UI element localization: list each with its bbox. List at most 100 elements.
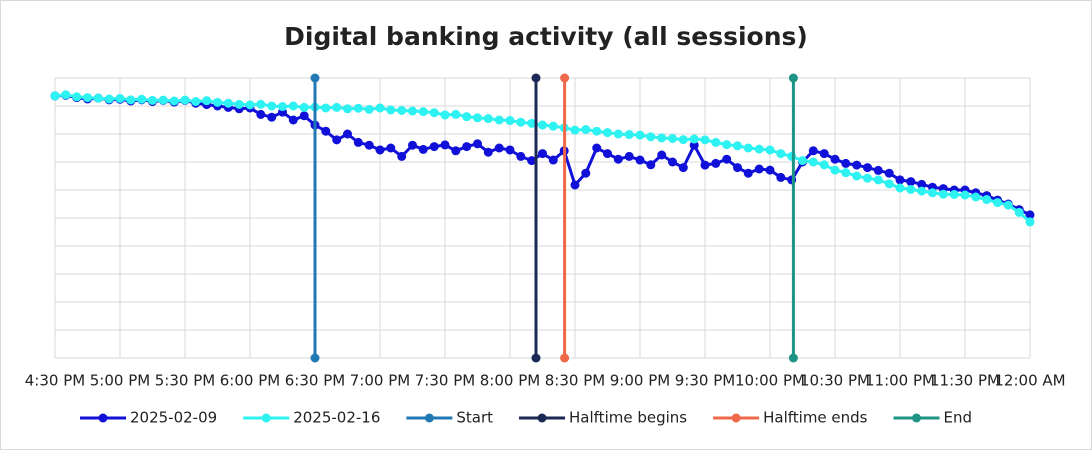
data-point [613, 154, 623, 164]
data-point [213, 97, 222, 107]
data-point [754, 144, 764, 154]
data-point [256, 109, 266, 119]
data-point [169, 96, 179, 106]
data-point [917, 186, 927, 196]
data-point [191, 97, 201, 107]
data-point [256, 99, 266, 109]
data-point [267, 101, 277, 111]
data-point [473, 139, 482, 149]
data-point [527, 118, 537, 128]
data-point [765, 165, 775, 175]
x-tick-label: 5:00 PM [90, 372, 150, 390]
x-tick-label: 11:00 PM [865, 372, 935, 390]
legend-swatch-marker [912, 413, 921, 423]
data-point [765, 145, 775, 155]
data-point [700, 135, 710, 145]
data-point [451, 146, 461, 156]
x-tick-label: 10:00 PM [735, 372, 805, 390]
legend-label: End [944, 409, 973, 427]
data-point [624, 151, 634, 161]
data-point [83, 93, 92, 103]
data-point [353, 137, 363, 147]
data-point [343, 129, 352, 139]
data-point [538, 149, 547, 159]
data-point [310, 353, 320, 363]
data-point [299, 102, 309, 112]
data-point [733, 141, 742, 151]
data-point [852, 171, 862, 181]
legend-label: 2025-02-16 [293, 409, 380, 427]
data-point [798, 156, 807, 166]
data-point [353, 103, 363, 113]
data-point [830, 154, 840, 164]
data-point [72, 92, 82, 102]
data-point [527, 156, 537, 166]
data-point [678, 135, 688, 145]
data-point [776, 172, 786, 182]
data-point [440, 110, 450, 120]
data-point [938, 189, 948, 199]
data-point [332, 102, 342, 112]
data-point [884, 168, 894, 178]
x-tick-label: 6:30 PM [285, 372, 345, 390]
data-point [743, 168, 753, 178]
data-point [548, 121, 558, 131]
data-point [505, 145, 515, 155]
legend-label: Start [456, 409, 493, 427]
x-tick-label: 9:30 PM [675, 372, 735, 390]
data-point [982, 195, 992, 205]
data-point [689, 140, 699, 150]
data-point [603, 149, 612, 159]
data-point [61, 90, 71, 100]
chart-title: Digital banking activity (all sessions) [284, 22, 808, 51]
plot-area [50, 73, 1035, 363]
x-tick-label: 8:30 PM [545, 372, 605, 390]
x-tick-label: 12:00 AM [994, 372, 1065, 390]
data-point [516, 117, 526, 127]
data-point [581, 125, 591, 135]
legend-label: Halftime begins [569, 409, 687, 427]
legend-swatch-marker [731, 413, 741, 423]
legend-swatch-marker [537, 413, 547, 423]
data-point [873, 165, 883, 175]
data-point [332, 135, 342, 145]
data-point [310, 73, 320, 83]
data-point [841, 168, 851, 178]
data-point [852, 160, 862, 170]
data-point [646, 160, 656, 170]
data-point [841, 158, 851, 168]
data-point [288, 101, 298, 111]
data-point [321, 103, 331, 113]
x-tick-label: 4:30 PM [25, 372, 85, 390]
data-point [418, 144, 428, 154]
x-tick-label: 7:30 PM [415, 372, 475, 390]
data-point [560, 73, 570, 83]
data-point [531, 73, 541, 83]
data-point [895, 183, 905, 193]
data-point [494, 115, 504, 125]
data-point [819, 149, 829, 159]
data-point [321, 126, 331, 136]
data-point [1003, 200, 1013, 210]
data-point [711, 137, 721, 147]
data-point [906, 184, 916, 194]
data-point [397, 105, 407, 115]
data-point [657, 133, 667, 143]
data-point [115, 93, 125, 103]
data-point [830, 165, 840, 175]
data-point [819, 160, 829, 170]
data-point [531, 353, 541, 363]
data-point [267, 112, 277, 122]
data-point [808, 146, 818, 156]
data-point [570, 180, 580, 190]
data-point [592, 143, 602, 153]
data-point [895, 175, 905, 185]
data-point [408, 106, 417, 116]
data-point [743, 143, 753, 153]
data-point [560, 353, 570, 363]
legend-swatch-marker [98, 413, 108, 423]
data-point [505, 116, 515, 126]
data-point [668, 133, 677, 143]
